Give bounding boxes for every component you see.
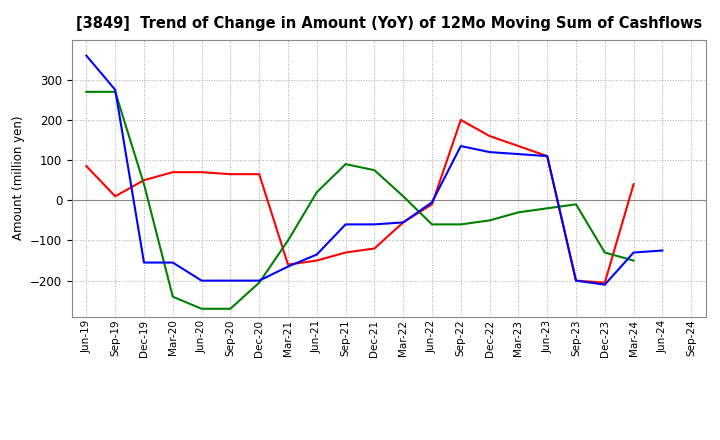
Title: [3849]  Trend of Change in Amount (YoY) of 12Mo Moving Sum of Cashflows: [3849] Trend of Change in Amount (YoY) o… [76, 16, 702, 32]
Operating Cashflow [226, 172, 235, 177]
Investing Cashflow [341, 161, 350, 167]
Investing Cashflow [514, 210, 523, 215]
Free Cashflow [82, 53, 91, 59]
Operating Cashflow [456, 117, 465, 123]
Free Cashflow [312, 252, 321, 257]
Investing Cashflow [399, 194, 408, 199]
Investing Cashflow [572, 202, 580, 207]
Free Cashflow [428, 200, 436, 205]
Free Cashflow [341, 222, 350, 227]
Operating Cashflow [543, 154, 552, 159]
Free Cashflow [197, 278, 206, 283]
Free Cashflow [572, 278, 580, 283]
Y-axis label: Amount (million yen): Amount (million yen) [12, 116, 24, 240]
Free Cashflow [514, 151, 523, 157]
Operating Cashflow [312, 258, 321, 263]
Free Cashflow [168, 260, 177, 265]
Free Cashflow [543, 154, 552, 159]
Operating Cashflow [428, 202, 436, 207]
Free Cashflow [456, 143, 465, 149]
Operating Cashflow [284, 262, 292, 267]
Operating Cashflow [629, 182, 638, 187]
Operating Cashflow [370, 246, 379, 251]
Operating Cashflow [255, 172, 264, 177]
Investing Cashflow [82, 89, 91, 95]
Investing Cashflow [600, 250, 609, 255]
Investing Cashflow [226, 306, 235, 312]
Free Cashflow [370, 222, 379, 227]
Free Cashflow [485, 150, 494, 155]
Operating Cashflow [82, 164, 91, 169]
Investing Cashflow [312, 190, 321, 195]
Investing Cashflow [140, 182, 148, 187]
Investing Cashflow [111, 89, 120, 95]
Investing Cashflow [428, 222, 436, 227]
Operating Cashflow [485, 133, 494, 139]
Free Cashflow [658, 248, 667, 253]
Free Cashflow [284, 264, 292, 269]
Line: Free Cashflow: Free Cashflow [86, 56, 662, 285]
Investing Cashflow [370, 168, 379, 173]
Free Cashflow [226, 278, 235, 283]
Operating Cashflow [197, 169, 206, 175]
Operating Cashflow [514, 143, 523, 149]
Free Cashflow [255, 278, 264, 283]
Investing Cashflow [197, 306, 206, 312]
Operating Cashflow [572, 278, 580, 283]
Line: Operating Cashflow: Operating Cashflow [86, 120, 634, 282]
Free Cashflow [629, 250, 638, 255]
Operating Cashflow [140, 178, 148, 183]
Free Cashflow [600, 282, 609, 287]
Investing Cashflow [284, 238, 292, 243]
Investing Cashflow [543, 205, 552, 211]
Operating Cashflow [341, 250, 350, 255]
Line: Investing Cashflow: Investing Cashflow [86, 92, 634, 309]
Investing Cashflow [456, 222, 465, 227]
Investing Cashflow [255, 280, 264, 285]
Operating Cashflow [399, 220, 408, 225]
Investing Cashflow [629, 258, 638, 263]
Operating Cashflow [600, 280, 609, 285]
Investing Cashflow [168, 294, 177, 299]
Investing Cashflow [485, 218, 494, 223]
Operating Cashflow [168, 169, 177, 175]
Operating Cashflow [111, 194, 120, 199]
Free Cashflow [399, 220, 408, 225]
Free Cashflow [140, 260, 148, 265]
Free Cashflow [111, 87, 120, 92]
